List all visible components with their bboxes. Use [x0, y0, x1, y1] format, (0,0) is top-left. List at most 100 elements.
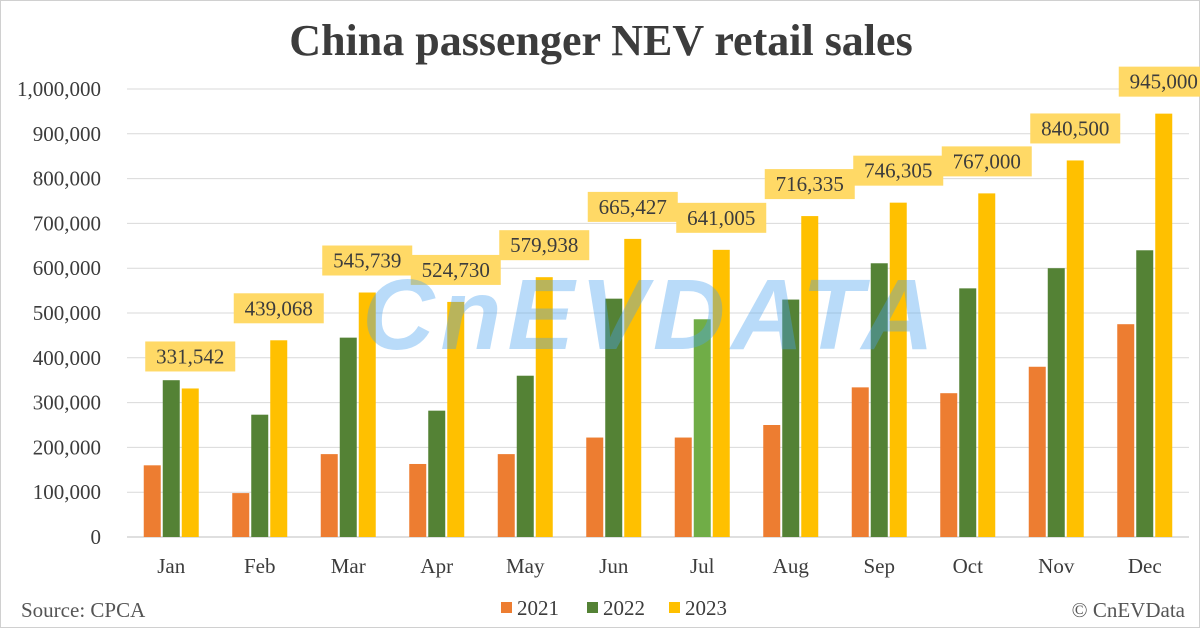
x-tick-label: May [506, 554, 545, 578]
bar-2023-sep [889, 202, 907, 537]
data-label-bg [233, 293, 324, 324]
data-labels: 331,542 439,068 545,739 524,730 579,938 665,4… [145, 66, 1200, 372]
bar-2021-aug [763, 425, 781, 537]
y-axis-ticks: 0 100,000 200,000 300,000 400,000 500,000 600,… [17, 77, 101, 549]
data-label: 746,305 [864, 159, 932, 183]
y-tick-label: 0 [91, 525, 102, 549]
bar-2021-apr [409, 463, 427, 537]
bars [143, 113, 1173, 538]
legend-swatch-2023 [669, 602, 680, 613]
bar-2023-oct [978, 193, 996, 537]
x-tick-label: Dec [1128, 554, 1162, 578]
x-tick-label: Sep [864, 554, 896, 578]
x-axis-ticks: Jan Feb Mar Apr May Jun Jul Aug Sep Oct Nov Dec [157, 554, 1161, 578]
y-tick-label: 200,000 [33, 435, 101, 459]
data-label-bg [499, 230, 590, 261]
bar-2023-dec [1155, 113, 1173, 537]
bar-2022-oct [959, 288, 977, 537]
data-label: 665,427 [599, 195, 667, 219]
data-label: 945,000 [1130, 70, 1198, 94]
bar-2021-jan [143, 465, 161, 537]
bar-2023-apr [447, 301, 465, 537]
data-label-bg [941, 146, 1032, 177]
data-label: 840,500 [1041, 116, 1109, 140]
copyright-note: © CnEVData [1072, 598, 1186, 622]
x-tick-label: Feb [244, 554, 276, 578]
bar-2023-jul [712, 249, 730, 537]
bar-2022-sep [870, 263, 888, 537]
bar-2021-sep [851, 387, 869, 537]
x-tick-label: Nov [1038, 554, 1075, 578]
legend-swatch-2022 [587, 602, 598, 613]
bar-2023-nov [1066, 160, 1084, 537]
bar-2021-feb [232, 493, 250, 537]
data-label-bg [1030, 113, 1121, 144]
bar-2023-mar [358, 292, 376, 537]
x-tick-label: Jan [157, 554, 185, 578]
data-label-bg [410, 254, 501, 285]
bar-2023-jun [624, 238, 642, 537]
y-tick-label: 400,000 [33, 346, 101, 370]
data-label: 767,000 [953, 149, 1021, 173]
bar-2021-may [497, 454, 515, 537]
bar-2022-feb [251, 414, 269, 537]
data-label-bg [587, 191, 678, 222]
bar-2021-nov [1028, 366, 1046, 537]
data-label: 716,335 [776, 172, 844, 196]
bar-2021-jun [586, 437, 604, 537]
y-tick-label: 500,000 [33, 301, 101, 325]
legend-label-2022: 2022 [603, 596, 645, 620]
bar-2021-dec [1117, 324, 1135, 537]
y-tick-label: 600,000 [33, 256, 101, 280]
data-label: 524,730 [422, 258, 490, 282]
data-label: 641,005 [687, 206, 755, 230]
bar-2022-dec [1136, 250, 1154, 537]
bar-2022-may [516, 375, 534, 537]
bar-2022-aug [782, 299, 800, 537]
data-label: 545,739 [333, 249, 401, 273]
data-label-bg [764, 169, 855, 200]
x-tick-label: Jul [690, 554, 715, 578]
y-tick-label: 700,000 [33, 211, 101, 235]
data-label-bg [322, 245, 413, 276]
bar-2022-apr [428, 410, 446, 537]
x-tick-label: Jun [599, 554, 629, 578]
y-tick-label: 300,000 [33, 391, 101, 415]
watermark: CnEVDATA [362, 259, 940, 371]
bar-2023-may [535, 277, 553, 537]
bar-2021-mar [320, 454, 338, 537]
bar-2023-jan [181, 388, 199, 537]
bar-2021-jul [674, 437, 692, 537]
y-tick-label: 900,000 [33, 122, 101, 146]
x-tick-label: Mar [331, 554, 366, 578]
y-tick-label: 100,000 [33, 480, 101, 504]
legend-swatch-2021 [501, 602, 512, 613]
x-tick-label: Aug [773, 554, 810, 578]
y-tick-label: 1,000,000 [17, 77, 101, 101]
legend-label-2021: 2021 [517, 596, 559, 620]
data-label-bg [1118, 66, 1200, 97]
bar-2021-oct [940, 393, 958, 537]
source-note: Source: CPCA [21, 598, 146, 622]
bar-2022-jan [162, 380, 180, 537]
bar-2023-aug [801, 216, 819, 538]
data-label-bg [676, 202, 767, 233]
bar-2022-mar [339, 337, 357, 537]
bar-2023-feb [270, 340, 288, 537]
y-tick-label: 800,000 [33, 167, 101, 191]
bar-2022-nov [1047, 268, 1065, 537]
legend-label-2023: 2023 [685, 596, 727, 620]
x-tick-label: Apr [420, 554, 453, 578]
bar-2022-jul [693, 319, 711, 537]
data-label-bg [853, 155, 944, 186]
data-label: 439,068 [245, 296, 313, 320]
x-tick-label: Oct [953, 554, 983, 578]
chart-title: China passenger NEV retail sales [289, 16, 912, 65]
data-label: 331,542 [156, 344, 224, 368]
legend: 2021 2022 2023 [501, 596, 727, 620]
data-label-bg [145, 341, 236, 372]
data-label: 579,938 [510, 233, 578, 257]
bar-2022-jun [605, 298, 623, 537]
